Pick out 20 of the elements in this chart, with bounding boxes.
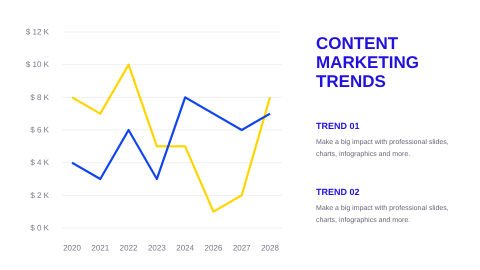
y-tick-label: $ 6 K	[30, 126, 50, 135]
line-series	[70, 64, 272, 213]
x-tick-label: 2026	[204, 244, 223, 253]
y-tick-label: $ 0 K	[30, 224, 50, 233]
text: TREND 02	[316, 187, 361, 197]
y-tick-label: $ 12 K	[26, 28, 50, 37]
x-tick-label: 2028	[261, 244, 280, 253]
y-tick-label: $ 4 K	[30, 158, 50, 168]
line-series	[70, 96, 272, 180]
x-tick-label: 2024	[176, 244, 195, 253]
x-tick-label: 2027	[232, 244, 252, 253]
y-tick-label: $ 2 K	[30, 190, 50, 200]
y-tick-label: $ 10 K	[26, 60, 50, 70]
text: CONTENT MARKETING TRENDS	[316, 34, 420, 91]
x-tick-label: 2020	[63, 244, 82, 253]
x-tick-label: 2023	[148, 244, 166, 253]
y-tick-label: $ 8 K	[30, 92, 50, 102]
x-tick-label: 2021	[91, 244, 110, 253]
text: TREND 01	[316, 121, 361, 131]
x-tick-label: 2022	[120, 244, 138, 253]
